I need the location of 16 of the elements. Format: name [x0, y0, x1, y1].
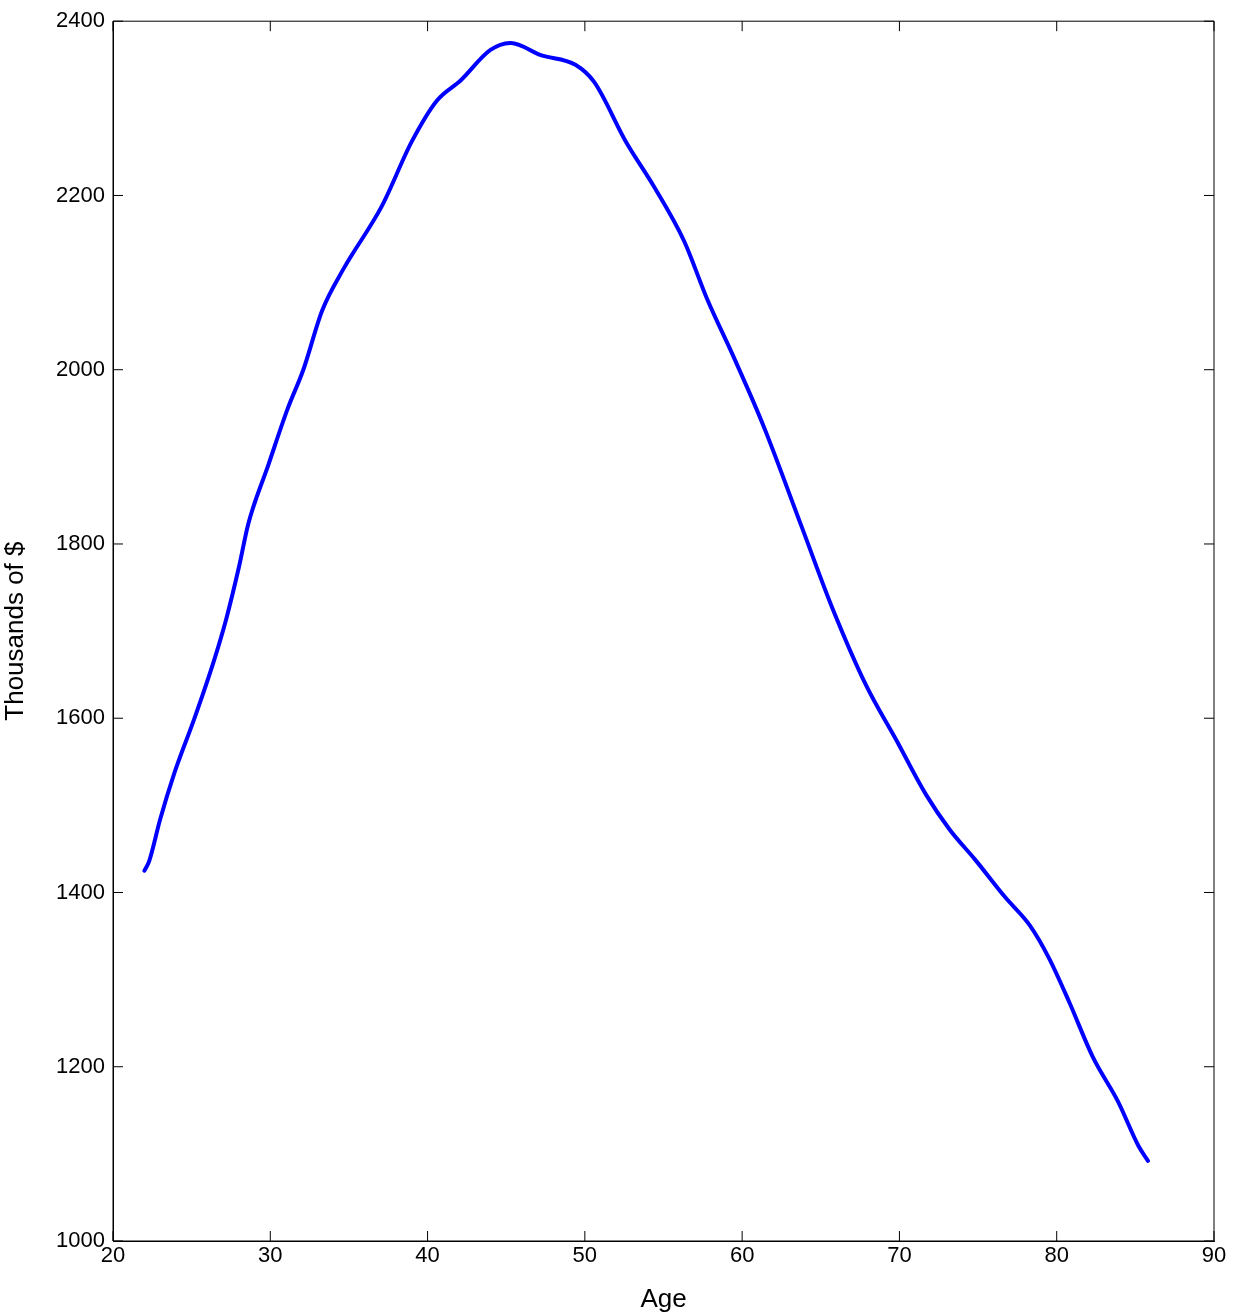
y-tick-label: 2400	[56, 7, 105, 33]
y-tick-label: 1800	[56, 530, 105, 556]
x-tick-label: 80	[1044, 1242, 1069, 1268]
x-tick-label: 50	[572, 1242, 598, 1268]
y-tick-label: 2000	[56, 355, 105, 381]
x-tick-label: 90	[1201, 1242, 1227, 1268]
x-tick-label: 70	[887, 1242, 912, 1268]
x-tick-label: 40	[415, 1242, 440, 1268]
y-tick-label: 1400	[56, 878, 105, 904]
y-tick-label: 2200	[56, 181, 105, 207]
y-tick-label: 1200	[56, 1052, 105, 1078]
x-axis-title: Age	[640, 1282, 687, 1313]
x-tick-label: 30	[258, 1242, 283, 1268]
y-axis-title: Thousands of $	[0, 540, 29, 721]
x-tick-label: 60	[729, 1242, 755, 1268]
y-tick-label: 1600	[56, 704, 105, 730]
